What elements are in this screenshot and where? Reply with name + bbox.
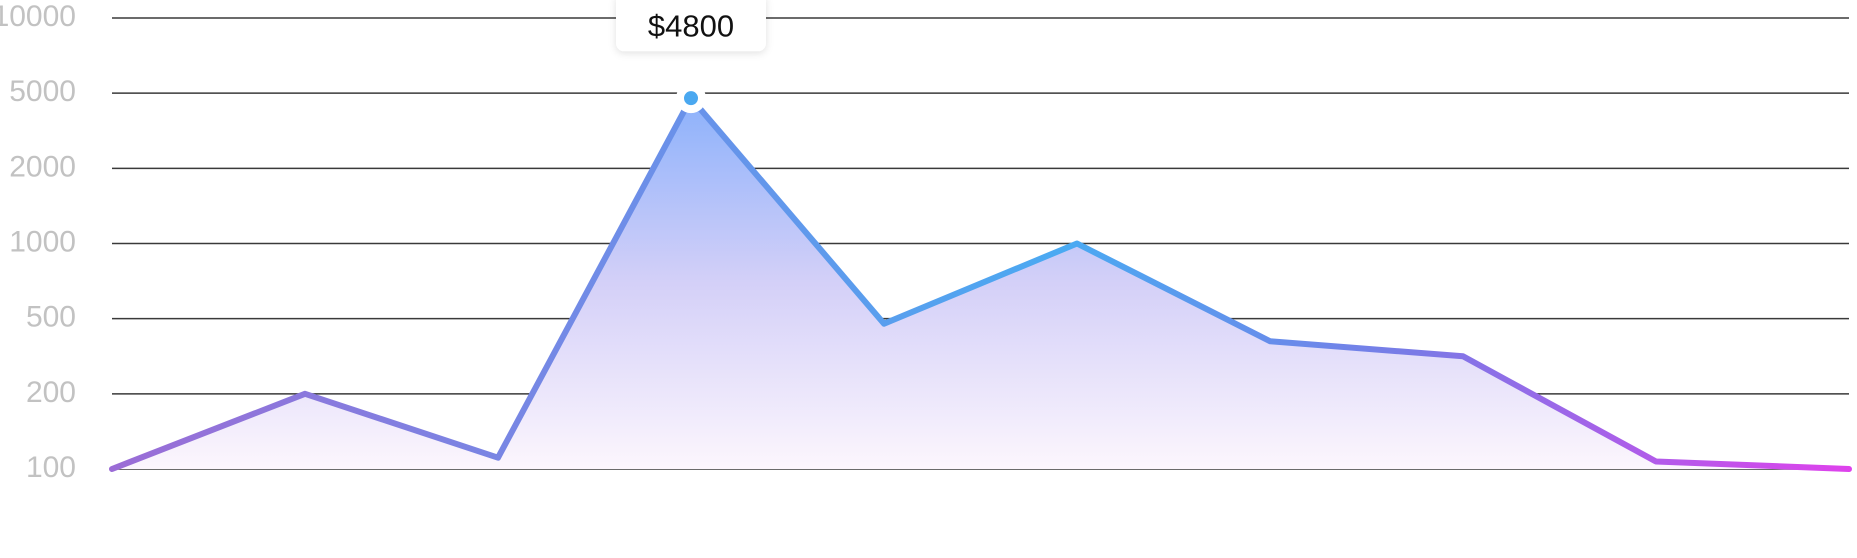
data-label: $4800 (648, 8, 734, 43)
y-tick-label: 5000 (9, 75, 76, 108)
y-tick-label: 100 (26, 451, 76, 484)
y-tick-label: 200 (26, 376, 76, 409)
area-fill (112, 98, 1849, 469)
line (109, 95, 1852, 472)
y-tick-label: 1000 (9, 225, 76, 258)
tooltip (616, 0, 766, 52)
y-tick-label: 500 (26, 301, 76, 334)
y-tick-label: 2000 (9, 150, 76, 183)
point (684, 91, 698, 106)
y-tick-label: 10000 (0, 0, 76, 33)
